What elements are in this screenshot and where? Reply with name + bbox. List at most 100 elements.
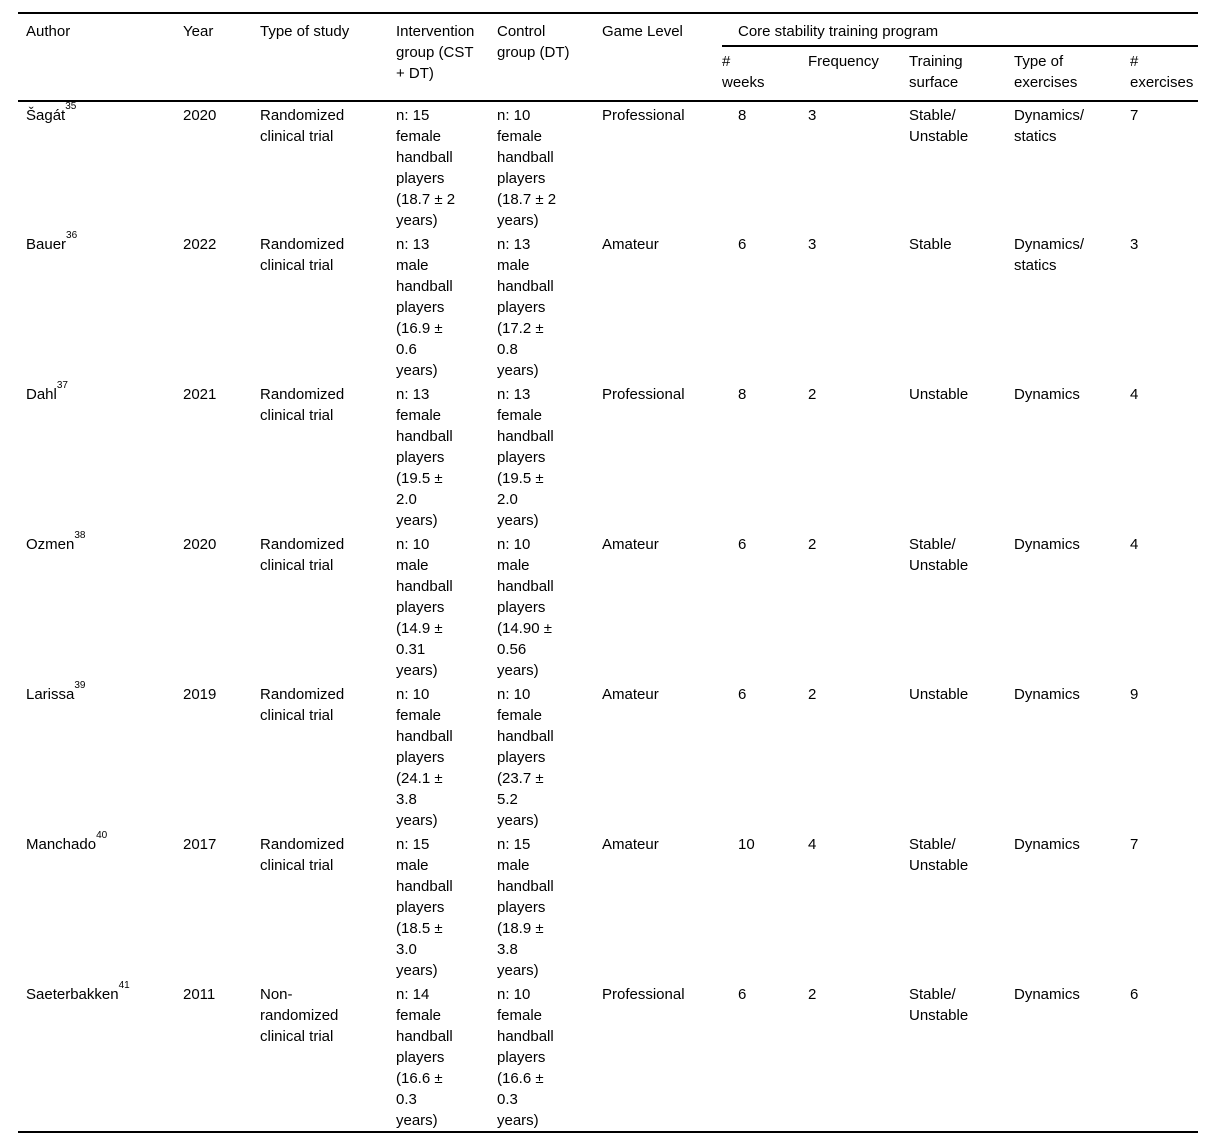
weeks-cell: 6 [738, 236, 747, 253]
game-level-cell: Professional [602, 107, 685, 124]
table-header: Author Year Type of study Intervention g… [18, 13, 1198, 101]
study-type-cell: Randomized clinical trial [260, 686, 345, 724]
weeks-cell: 8 [738, 107, 747, 124]
exercise-count-cell: 7 [1130, 107, 1139, 124]
exercise-type-cell: Dynamics [1014, 836, 1080, 853]
author-name: Ozmen [26, 536, 75, 553]
exercise-count-cell: 6 [1130, 986, 1139, 1003]
reference-superscript: 37 [56, 380, 68, 391]
exercise-type-cell: Dynamics/ statics [1014, 236, 1085, 274]
exercise-count-cell: 4 [1130, 386, 1139, 403]
frequency-cell: 3 [808, 107, 817, 124]
author-cell: Larissa39 [18, 681, 183, 831]
reference-superscript: 41 [118, 980, 130, 991]
game-level-cell: Amateur [602, 836, 659, 853]
control-group-cell: n: 13 female handball players (19.5 ± 2.… [497, 386, 554, 529]
year-cell: 2021 [183, 386, 217, 403]
frequency-cell: 2 [808, 986, 817, 1003]
intervention-group-cell: n: 10 male handball players (14.9 ± 0.31… [396, 536, 453, 679]
reference-superscript: 36 [66, 230, 78, 241]
exercise-type-cell: Dynamics [1014, 686, 1080, 703]
table-row: Bauer36 2022 Randomized clinical trial n… [18, 231, 1198, 381]
author-name: Manchado [26, 836, 97, 853]
col-header-type-of-study: Type of study [260, 23, 350, 40]
exercise-type-cell: Dynamics/ statics [1014, 107, 1085, 145]
frequency-cell: 2 [808, 536, 817, 553]
exercise-count-cell: 3 [1130, 236, 1139, 253]
exercise-count-cell: 7 [1130, 836, 1139, 853]
study-type-cell: Randomized clinical trial [260, 107, 345, 145]
year-cell: 2020 [183, 107, 217, 124]
game-level-cell: Amateur [602, 536, 659, 553]
game-level-cell: Professional [602, 986, 685, 1003]
control-group-cell: n: 13 male handball players (17.2 ± 0.8 … [497, 236, 554, 379]
table-row: Šagát35 2020 Randomized clinical trial n… [18, 101, 1198, 231]
author-cell: Ozmen38 [18, 531, 183, 681]
exercise-type-cell: Dynamics [1014, 986, 1080, 1003]
table-row: Saeterbakken41 2011 Non- randomized clin… [18, 981, 1198, 1132]
intervention-group-cell: n: 13 male handball players (16.9 ± 0.6 … [396, 236, 453, 379]
exercise-count-cell: 9 [1130, 686, 1139, 703]
control-group-cell: n: 10 female handball players (23.7 ± 5.… [497, 686, 554, 829]
frequency-cell: 3 [808, 236, 817, 253]
col-header-type-of-exercises: Type of exercises [1014, 53, 1078, 91]
col-header-frequency: Frequency [808, 53, 879, 70]
author-name: Larissa [26, 686, 75, 703]
author-name: Saeterbakken [26, 986, 119, 1003]
year-cell: 2017 [183, 836, 217, 853]
exercise-type-cell: Dynamics [1014, 536, 1080, 553]
exercise-count-cell: 4 [1130, 536, 1139, 553]
frequency-cell: 2 [808, 386, 817, 403]
intervention-group-cell: n: 15 female handball players (18.7 ± 2 … [396, 107, 456, 229]
year-cell: 2011 [183, 986, 216, 1003]
intervention-group-cell: n: 13 female handball players (19.5 ± 2.… [396, 386, 453, 529]
training-surface-cell: Stable/ Unstable [909, 536, 969, 574]
reference-superscript: 40 [96, 830, 108, 841]
col-header-year: Year [183, 23, 214, 40]
year-cell: 2019 [183, 686, 217, 703]
game-level-cell: Amateur [602, 236, 659, 253]
training-surface-cell: Stable [909, 236, 952, 253]
col-header-intervention-group: Intervention group (CST + DT) [396, 23, 475, 82]
training-surface-cell: Stable/ Unstable [909, 986, 969, 1024]
training-surface-cell: Stable/ Unstable [909, 107, 969, 145]
author-cell: Šagát35 [18, 101, 183, 231]
study-type-cell: Randomized clinical trial [260, 536, 345, 574]
reference-superscript: 39 [74, 680, 86, 691]
study-type-cell: Non- randomized clinical trial [260, 986, 339, 1045]
weeks-cell: 6 [738, 986, 747, 1003]
control-group-cell: n: 10 male handball players (14.90 ± 0.5… [497, 536, 554, 679]
intervention-group-cell: n: 14 female handball players (16.6 ± 0.… [396, 986, 453, 1129]
table-row: Dahl37 2021 Randomized clinical trial n:… [18, 381, 1198, 531]
author-name: Dahl [26, 386, 57, 403]
frequency-cell: 4 [808, 836, 817, 853]
author-cell: Dahl37 [18, 381, 183, 531]
study-type-cell: Randomized clinical trial [260, 836, 345, 874]
intervention-group-cell: n: 10 female handball players (24.1 ± 3.… [396, 686, 453, 829]
table-row: Ozmen38 2020 Randomized clinical trial n… [18, 531, 1198, 681]
table-row: Larissa39 2019 Randomized clinical trial… [18, 681, 1198, 831]
author-cell: Bauer36 [18, 231, 183, 381]
col-header-control-group: Control group (DT) [497, 23, 570, 61]
col-header-training-surface: Training surface [909, 53, 963, 91]
reference-superscript: 35 [65, 101, 77, 112]
control-group-cell: n: 15 male handball players (18.9 ± 3.8 … [497, 836, 554, 979]
group-header-core-stability-program: Core stability training program [722, 13, 1198, 47]
weeks-cell: 6 [738, 536, 747, 553]
game-level-cell: Professional [602, 386, 685, 403]
training-surface-cell: Stable/ Unstable [909, 836, 969, 874]
col-header-num-exercises: # exercises [1130, 53, 1194, 91]
study-type-cell: Randomized clinical trial [260, 386, 345, 424]
author-cell: Saeterbakken41 [18, 981, 183, 1132]
training-surface-cell: Unstable [909, 686, 969, 703]
col-header-game-level: Game Level [602, 23, 683, 40]
year-cell: 2022 [183, 236, 217, 253]
weeks-cell: 10 [738, 836, 755, 853]
control-group-cell: n: 10 female handball players (18.7 ± 2 … [497, 107, 557, 229]
weeks-cell: 8 [738, 386, 747, 403]
col-header-author: Author [26, 23, 71, 40]
control-group-cell: n: 10 female handball players (16.6 ± 0.… [497, 986, 554, 1129]
study-type-cell: Randomized clinical trial [260, 236, 345, 274]
intervention-group-cell: n: 15 male handball players (18.5 ± 3.0 … [396, 836, 453, 979]
